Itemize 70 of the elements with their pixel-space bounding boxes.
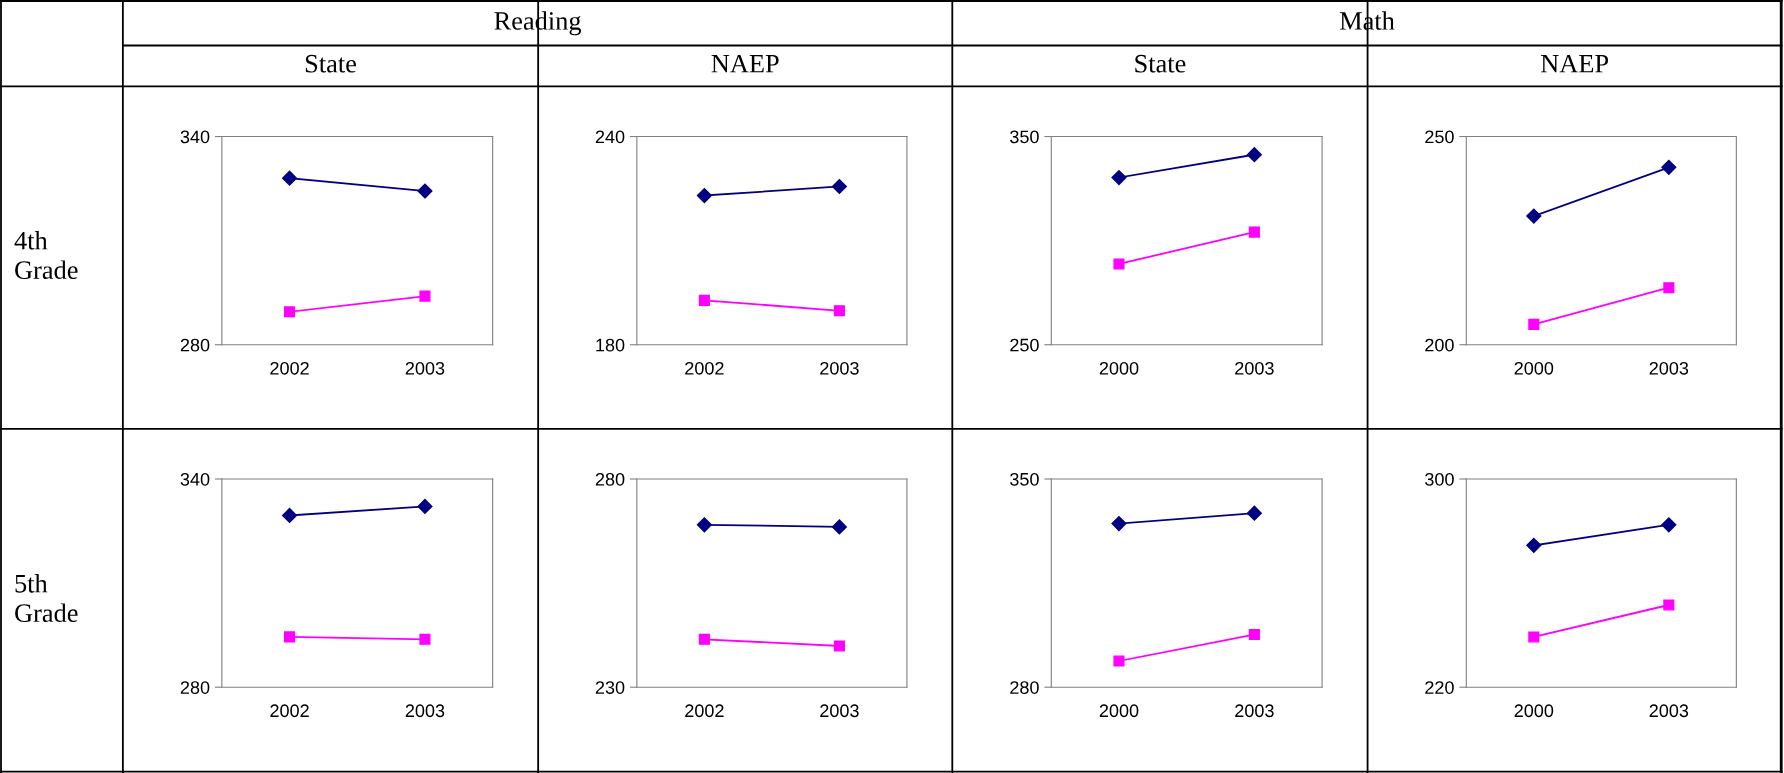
y-tick-label: 280 — [1010, 681, 1039, 694]
point — [831, 178, 847, 195]
y-tick-label: 340 — [180, 130, 210, 144]
point — [284, 306, 296, 318]
text: 4th Grade — [14, 231, 78, 280]
x-tick-label: 2000 — [1514, 704, 1554, 718]
x-tick-label: 2000 — [1514, 361, 1554, 375]
point — [1246, 147, 1262, 163]
point — [696, 517, 712, 533]
point — [831, 519, 847, 535]
point — [417, 183, 433, 199]
x-tick-label: 2002 — [685, 704, 724, 718]
point — [1248, 226, 1260, 238]
x-tick-label: 2003 — [820, 361, 859, 375]
text: State — [1135, 54, 1186, 73]
point — [419, 633, 431, 645]
y-tick-label: 220 — [1425, 681, 1454, 694]
y-tick-label: 250 — [1425, 130, 1454, 144]
point — [698, 633, 710, 645]
x-tick-label: 2003 — [405, 361, 445, 375]
x-tick-label: 2003 — [820, 704, 859, 718]
point — [1111, 516, 1127, 532]
point — [833, 305, 845, 317]
text: NAEP — [711, 54, 779, 73]
point — [419, 290, 431, 302]
point — [1111, 169, 1127, 186]
point — [698, 294, 710, 306]
x-tick-label: 2003 — [1235, 361, 1274, 375]
text: 5th Grade — [15, 574, 78, 623]
point — [1526, 208, 1542, 224]
point — [281, 170, 298, 186]
y-tick-label: 230 — [595, 681, 625, 694]
y-tick-label: 240 — [595, 130, 625, 144]
point — [1113, 258, 1125, 270]
point — [284, 631, 296, 643]
point — [281, 507, 298, 524]
x-tick-label: 2002 — [270, 361, 309, 375]
point — [1661, 159, 1677, 175]
y-tick-label: 350 — [1010, 130, 1039, 144]
point — [1113, 655, 1125, 667]
point — [1248, 629, 1260, 641]
y-tick-label: 280 — [180, 681, 210, 694]
x-tick-label: 2003 — [1649, 361, 1689, 375]
y-tick-label: 250 — [1010, 338, 1039, 352]
x-tick-label: 2000 — [1099, 361, 1139, 375]
point — [417, 498, 433, 514]
y-tick-label: 350 — [1010, 472, 1039, 486]
point — [1663, 282, 1675, 294]
x-tick-label: 2002 — [270, 704, 309, 718]
point — [1663, 599, 1675, 611]
point — [1246, 505, 1262, 521]
x-tick-label: 2003 — [405, 704, 445, 718]
point — [833, 640, 845, 652]
y-tick-label: 200 — [1425, 338, 1454, 352]
point — [1528, 631, 1540, 643]
point — [1528, 318, 1540, 330]
x-tick-label: 2003 — [1235, 704, 1274, 718]
y-tick-label: 300 — [1425, 472, 1454, 486]
x-tick-label: 2003 — [1649, 704, 1689, 718]
x-tick-label: 2000 — [1099, 704, 1139, 718]
point — [1526, 537, 1542, 553]
y-tick-label: 180 — [596, 338, 625, 352]
point — [696, 187, 712, 204]
text: State — [305, 54, 356, 73]
y-tick-label: 280 — [180, 338, 210, 352]
y-tick-label: 280 — [595, 472, 625, 486]
point — [1661, 517, 1677, 533]
x-tick-label: 2002 — [685, 361, 724, 375]
y-tick-label: 340 — [180, 472, 210, 486]
text: NAEP — [1540, 54, 1609, 73]
